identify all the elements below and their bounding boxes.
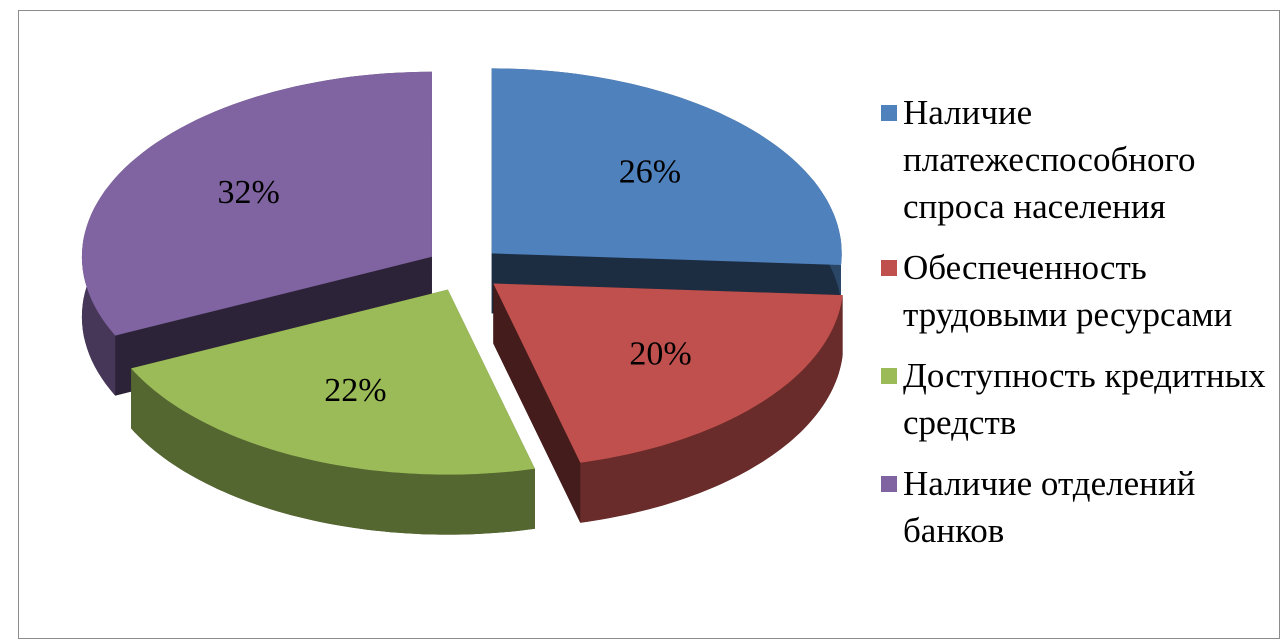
data-label: 26% — [619, 154, 681, 191]
legend-swatch — [881, 476, 897, 492]
pie-slice — [493, 283, 843, 463]
legend-swatch — [881, 260, 897, 276]
legend-label: Наличие отделений банков — [903, 464, 1196, 550]
pie-slice — [131, 289, 535, 475]
pie-slice — [81, 71, 432, 336]
slice-outer-wall — [580, 295, 843, 523]
pie-plot: 26% 20% 22% 32% — [81, 68, 843, 535]
data-label: 32% — [218, 174, 280, 211]
pie-slice — [491, 68, 842, 266]
legend: Наличие платежеспособного спроса населен… — [881, 89, 1281, 568]
legend-item: Наличие платежеспособного спроса населен… — [881, 89, 1281, 230]
data-label: 22% — [324, 372, 386, 409]
legend-label: Обеспеченность трудовыми ресурсами — [903, 248, 1233, 334]
legend-item: Доступность кредитных средств — [881, 352, 1281, 446]
legend-swatch — [881, 105, 897, 121]
legend-item: Наличие отделений банков — [881, 460, 1281, 554]
data-label: 20% — [629, 335, 691, 372]
legend-item: Обеспеченность трудовыми ресурсами — [881, 244, 1281, 338]
chart-frame: 26% 20% 22% 32% Наличие платежеспособного с… — [18, 10, 1280, 639]
slice-radial-wall — [493, 283, 581, 523]
legend-label: Доступность кредитных средств — [903, 356, 1266, 442]
slice-outer-wall — [131, 368, 535, 535]
legend-label: Наличие платежеспособного спроса населен… — [903, 93, 1196, 226]
legend-swatch — [881, 368, 897, 384]
